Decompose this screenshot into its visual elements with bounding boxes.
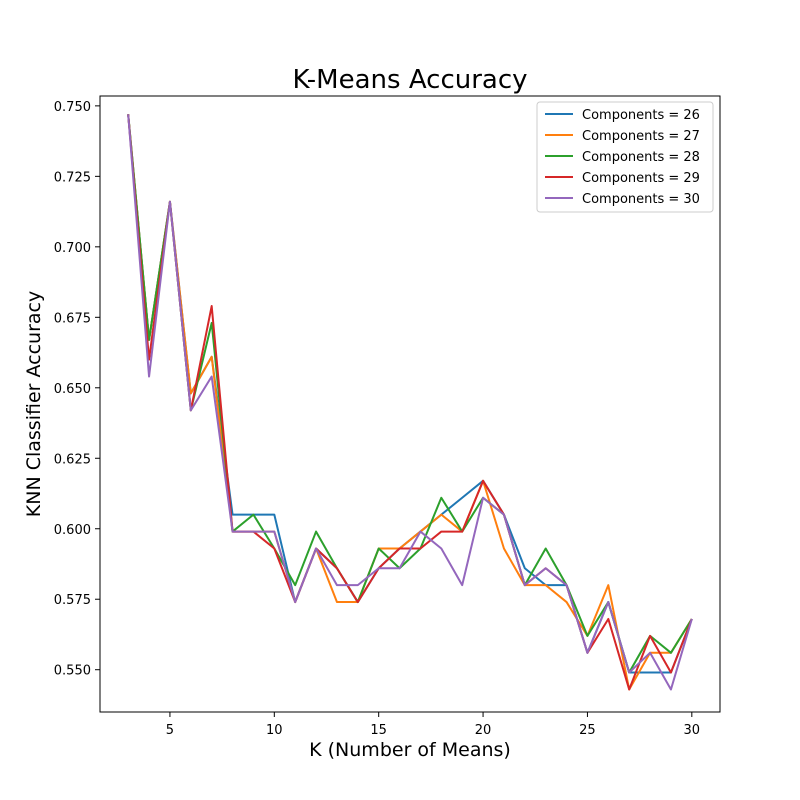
- y-tick-label: 0.700: [54, 241, 91, 256]
- y-tick-label: 0.550: [54, 664, 91, 679]
- y-tick-label: 0.675: [54, 311, 91, 326]
- legend-box: [536, 101, 714, 213]
- chart-title: K-Means Accuracy: [292, 65, 527, 95]
- plot-frame: [99, 95, 721, 713]
- y-tick-label: 0.600: [54, 523, 91, 538]
- legend-label-0: Components = 26: [582, 108, 700, 123]
- x-tick-label: 20: [475, 723, 492, 738]
- y-tick-label: 0.650: [54, 382, 91, 397]
- y-axis-label: KNN Classifier Accuracy: [23, 291, 45, 517]
- x-tick-label: 10: [266, 723, 283, 738]
- y-tick-label: 0.750: [54, 100, 91, 115]
- y-tick-label: 0.625: [54, 452, 91, 467]
- series-line-1: [127, 114, 693, 691]
- legend-label-3: Components = 29: [582, 171, 700, 186]
- legend: Components = 26 Components = 27 Components…: [536, 101, 714, 213]
- y-axis: 0.550 0.575 0.600 0.625 0.650 0.675 0.700 0.725…: [54, 100, 100, 679]
- x-tick-label: 15: [370, 723, 387, 738]
- legend-label-1: Components = 27: [582, 129, 700, 144]
- x-axis: 5 10 15 20 25 30: [166, 712, 700, 738]
- y-tick-label: 0.725: [54, 170, 91, 185]
- x-tick-label: 30: [684, 723, 701, 738]
- x-tick-label: 25: [579, 723, 596, 738]
- legend-label-4: Components = 30: [582, 192, 700, 207]
- series-line-4: [127, 114, 693, 691]
- x-axis-label: K (Number of Means): [309, 739, 511, 761]
- x-tick-label: 5: [166, 723, 174, 738]
- legend-label-2: Components = 28: [582, 150, 700, 165]
- series-layer: [127, 114, 693, 691]
- y-tick-label: 0.575: [54, 593, 91, 608]
